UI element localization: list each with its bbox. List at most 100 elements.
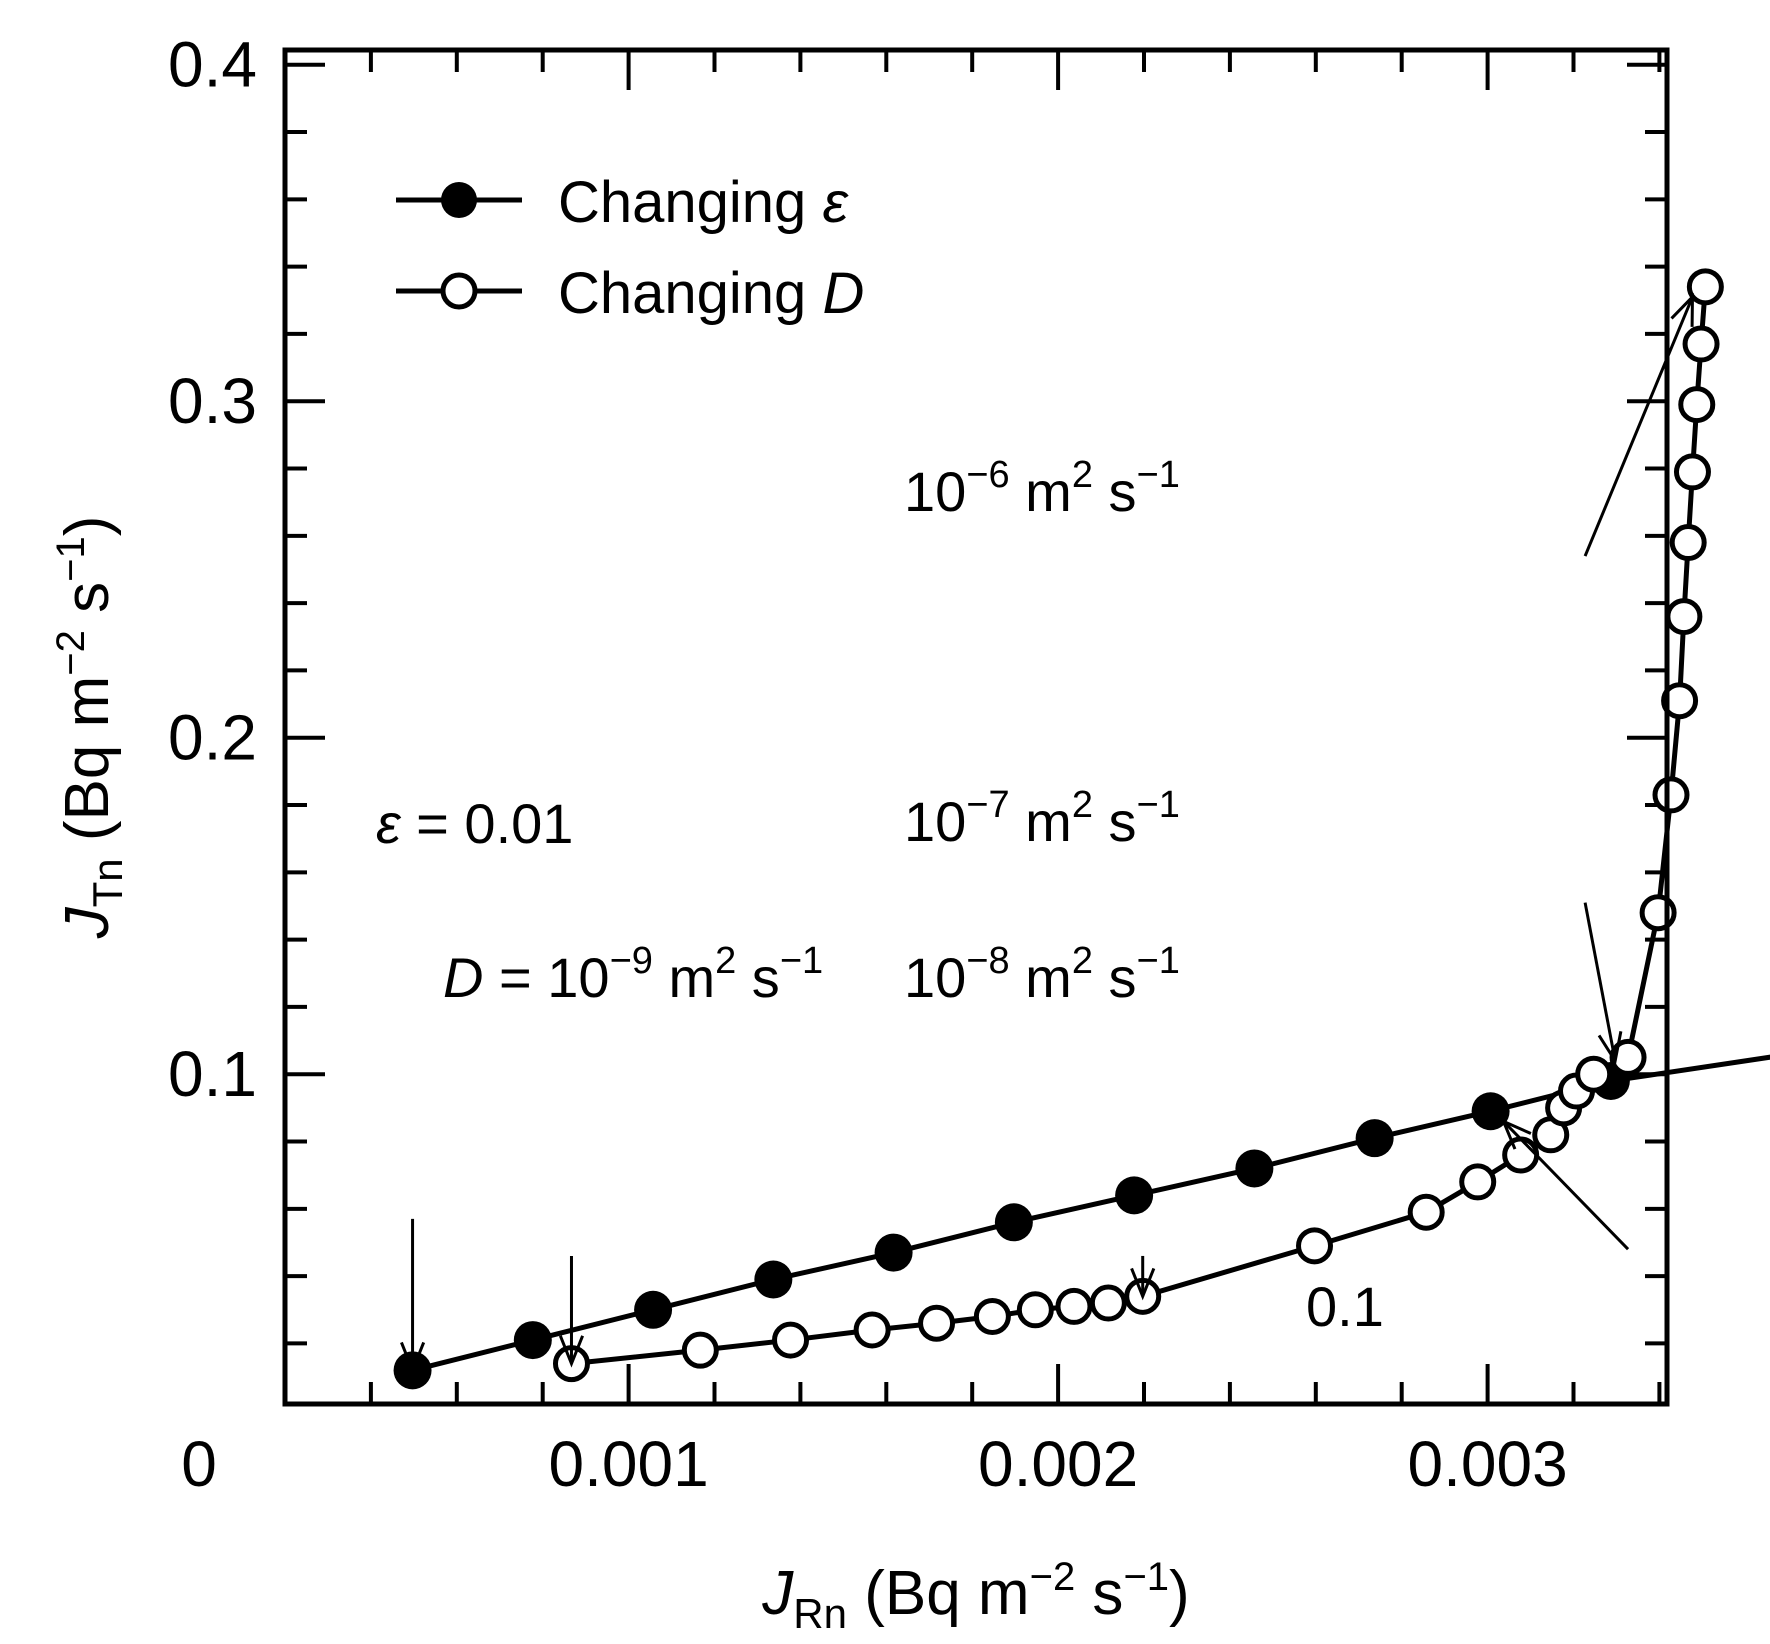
data-point-epsilon xyxy=(1115,1176,1154,1215)
annotation-d-1e9-var: D xyxy=(443,946,483,1009)
data-point-d xyxy=(1089,1284,1127,1322)
annotation-d-1e9-tail: s xyxy=(736,946,780,1009)
data-point-d xyxy=(1669,524,1707,562)
data-point-d xyxy=(1575,1055,1613,1093)
data-point-epsilon xyxy=(754,1260,793,1299)
x-tick-label: 0.002 xyxy=(978,1428,1138,1500)
data-point-d xyxy=(918,1304,956,1342)
x-title-exponent-s: −1 xyxy=(1123,1555,1169,1599)
y-title-close: ) xyxy=(53,516,122,537)
data-point-d xyxy=(1678,386,1716,424)
data-point-epsilon xyxy=(1235,1149,1274,1188)
legend: Changing ε Changing D xyxy=(396,170,864,326)
series-layer xyxy=(393,268,1770,1390)
annotation-d-1e6-m-exp: 2 xyxy=(1072,454,1093,496)
x-title-symbol: J xyxy=(761,1559,794,1628)
y-title-exponent-m: −2 xyxy=(49,630,93,676)
legend-label-epsilon-prefix: Changing xyxy=(558,170,822,235)
arrowhead-d-1e8 xyxy=(1130,1267,1156,1301)
data-point-epsilon xyxy=(1471,1092,1510,1131)
x-title-units-s: s xyxy=(1075,1559,1123,1628)
legend-label-d-var: D xyxy=(822,261,864,326)
x-title-close: ) xyxy=(1169,1559,1190,1628)
annotation-arrow-d-1e7 xyxy=(1583,902,1617,1062)
annotation-d-1e7-tail: s xyxy=(1093,790,1137,853)
y-title-exponent-s: −1 xyxy=(49,536,93,582)
annotation-eps-001-text: = 0.01 xyxy=(401,792,574,855)
data-point-epsilon xyxy=(1355,1119,1394,1158)
legend-label-epsilon: Changing ε xyxy=(558,170,849,235)
x-tick-label: 0.003 xyxy=(1408,1428,1568,1500)
annotation-d-1e8-tail: s xyxy=(1093,946,1137,1009)
legend-label-epsilon-var: ε xyxy=(822,170,849,235)
annotation-d-1e7-tail-exp: −1 xyxy=(1137,784,1180,826)
data-point-d xyxy=(1296,1227,1334,1265)
annotation-d-1e7-m-exp: 2 xyxy=(1072,784,1093,826)
y-title-subscript: Tn xyxy=(84,858,131,907)
annotation-arrow-d-1e6 xyxy=(1583,296,1694,557)
y-tick-label: 0.4 xyxy=(168,29,257,101)
annotation-d-1e8-tail-exp: −1 xyxy=(1137,940,1180,982)
data-point-epsilon xyxy=(634,1290,673,1329)
y-title-symbol: J xyxy=(53,906,122,939)
annotation-d-1e6-exp: −6 xyxy=(966,454,1009,496)
y-tick-label: 0.1 xyxy=(168,1038,257,1110)
annotation-d-1e6-tail: s xyxy=(1093,460,1137,523)
y-tick-label: 0.2 xyxy=(168,702,257,774)
plot-frame xyxy=(282,47,1670,1407)
legend-marker-epsilon xyxy=(441,182,477,218)
x-title-exponent-m: −2 xyxy=(1030,1555,1076,1599)
data-point-d xyxy=(1665,598,1703,636)
data-point-d xyxy=(1055,1287,1093,1325)
annotation-d-1e8-m-exp: 2 xyxy=(1072,940,1093,982)
data-point-d xyxy=(1407,1193,1445,1231)
annotation-d-1e6-tail-exp: −1 xyxy=(1137,454,1180,496)
y-tick-label: 0.3 xyxy=(168,365,257,437)
data-point-d xyxy=(1459,1163,1497,1201)
annotation-d-1e6-pre: 10 xyxy=(904,460,966,523)
y-title-units: (Bq m xyxy=(53,676,122,859)
data-point-d xyxy=(853,1311,891,1349)
x-tick-label: 0.001 xyxy=(549,1428,709,1500)
data-point-d xyxy=(1686,268,1724,306)
annotation-d-1e9-text: = 10 xyxy=(483,946,609,1009)
data-point-d xyxy=(1661,682,1699,720)
annotation-d-1e9-exp: −9 xyxy=(610,940,653,982)
y-title-units-s: s xyxy=(53,582,122,630)
arrowhead-eps-001 xyxy=(400,1341,426,1375)
data-point-d xyxy=(1016,1291,1054,1329)
legend-label-d: Changing D xyxy=(558,261,864,326)
legend-label-d-prefix: Changing xyxy=(558,261,822,326)
x-title-units: (Bq m xyxy=(847,1559,1030,1628)
legend-marker-d xyxy=(440,272,478,310)
annotation-d-1e6: 10−6 m2 s−1 xyxy=(904,454,1180,523)
data-point-d xyxy=(1673,453,1711,491)
data-point-epsilon xyxy=(513,1321,552,1360)
x-title-subscript: Rn xyxy=(793,1590,847,1637)
x-tick-label: 0 xyxy=(181,1428,217,1500)
annotation-d-1e7-exp: −7 xyxy=(966,784,1009,826)
data-point-epsilon xyxy=(874,1233,913,1272)
data-point-d xyxy=(1682,325,1720,363)
data-point-d xyxy=(1652,776,1690,814)
annotation-arrow-eps-01 xyxy=(1502,1120,1630,1251)
arrowhead-d-1e7 xyxy=(1597,1031,1623,1065)
data-point-d xyxy=(973,1298,1011,1336)
annotation-eps-001: ε = 0.01 xyxy=(376,792,573,855)
annotation-eps-001-var: ε xyxy=(376,792,402,855)
annotation-d-1e8: 10−8 m2 s−1 xyxy=(904,940,1180,1009)
arrowhead-eps-01 xyxy=(1500,1118,1532,1150)
annotation-d-1e8-pre: 10 xyxy=(904,946,966,1009)
annotation-d-1e8-exp: −8 xyxy=(966,940,1009,982)
annotation-d-1e7: 10−7 m2 s−1 xyxy=(904,784,1180,853)
annotation-eps-01: 0.1 xyxy=(1306,1275,1384,1338)
data-point-d xyxy=(772,1321,810,1359)
data-point-epsilon xyxy=(994,1203,1033,1242)
annotation-d-1e7-pre: 10 xyxy=(904,790,966,853)
annotation-d-1e9-m-exp: 2 xyxy=(715,940,736,982)
annotation-d-1e9-tail-exp: −1 xyxy=(780,940,823,982)
arrowhead-d-1e9 xyxy=(558,1335,584,1368)
